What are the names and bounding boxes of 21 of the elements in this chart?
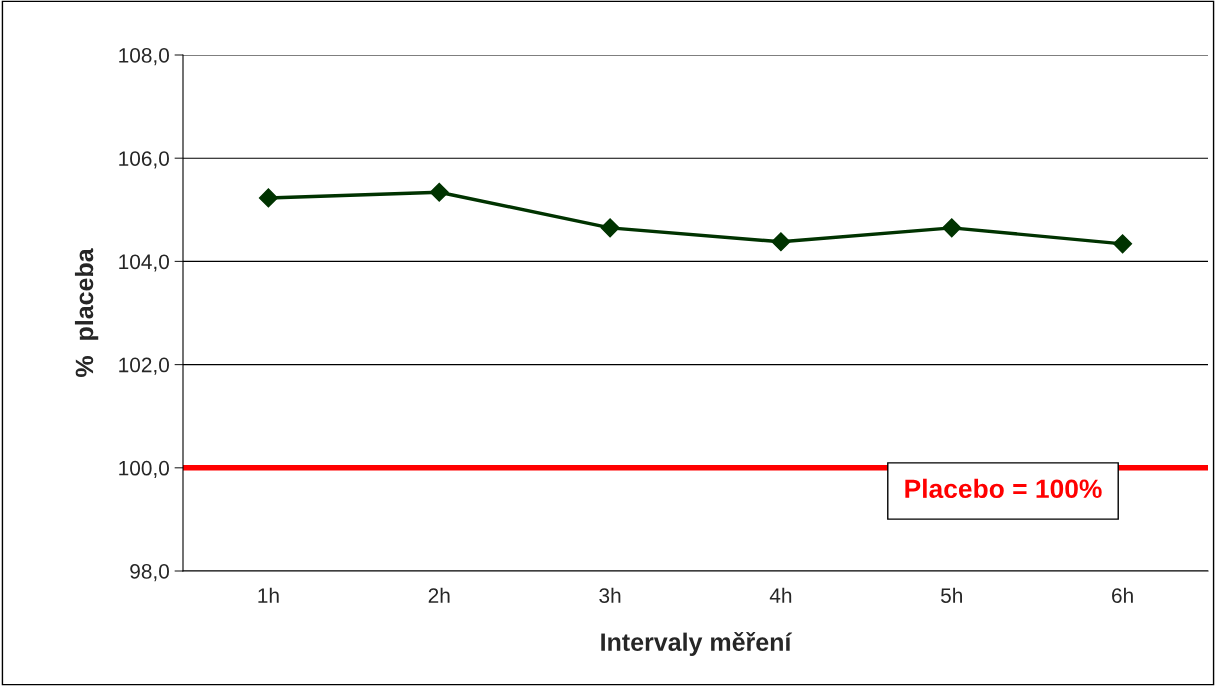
point [600,218,620,238]
point [771,232,791,252]
x-tick-label: 3h [599,587,621,603]
y-tick-label: 98,0 [130,564,169,582]
point [258,188,278,208]
y-tick-label: 108,0 [119,48,169,66]
point [429,182,449,202]
point [942,218,962,238]
y-tick-label: 104,0 [119,254,169,272]
ref-line-label: Placebo = 100% [905,478,1102,499]
y-tick-label: 106,0 [119,151,169,169]
x-tick-label: 6h [1112,587,1133,603]
point [1113,234,1133,254]
y-tick-label: 100,0 [119,460,169,479]
x-tick-label: 1h [258,587,279,603]
y-tick-label: 102,0 [119,357,169,375]
y-axis-title: % placeba [74,248,99,377]
x-tick-label: 2h [428,587,450,603]
x-axis-title: Intervaly měření [601,632,793,656]
x-tick-label: 4h [769,587,792,603]
x-tick-label: 5h [941,587,962,603]
